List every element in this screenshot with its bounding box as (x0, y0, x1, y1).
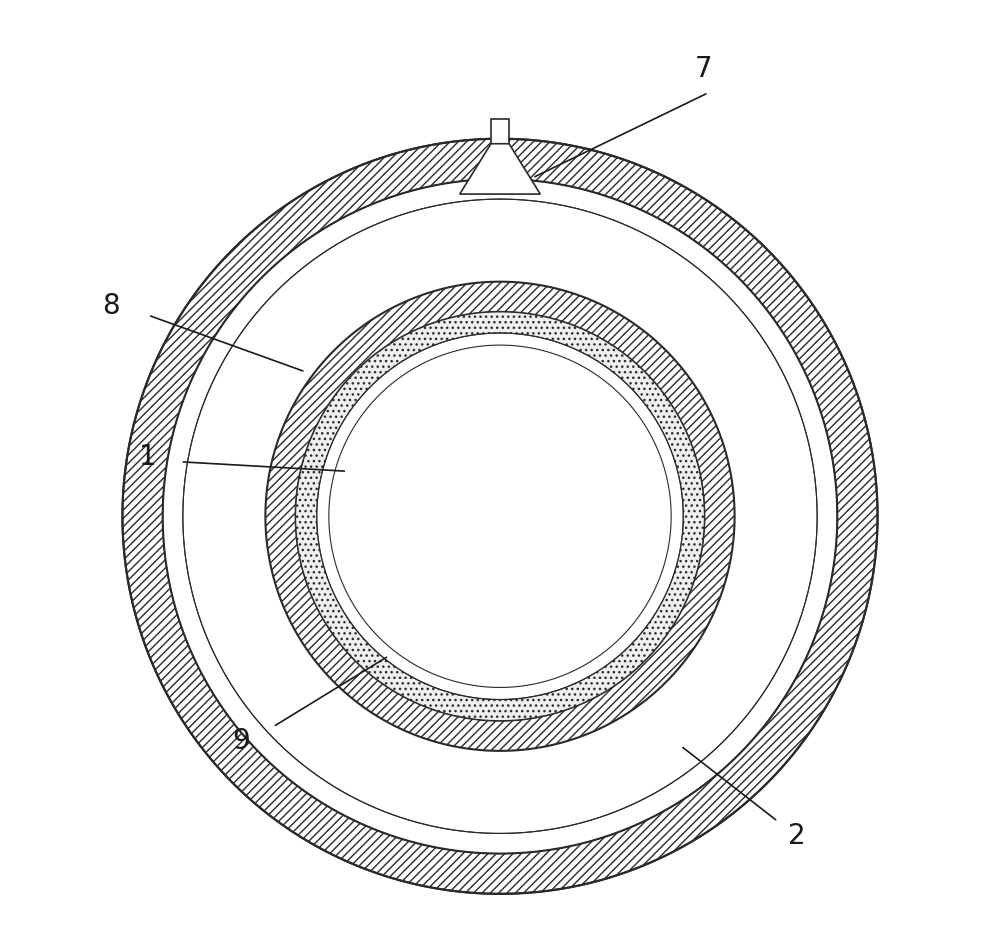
Text: 9: 9 (232, 727, 250, 755)
Polygon shape (460, 144, 540, 194)
Text: 2: 2 (788, 822, 805, 849)
Text: 7: 7 (695, 55, 713, 83)
Text: 1: 1 (139, 443, 157, 471)
Bar (491, 119, 509, 144)
PathPatch shape (296, 312, 704, 721)
Text: 8: 8 (102, 291, 120, 320)
